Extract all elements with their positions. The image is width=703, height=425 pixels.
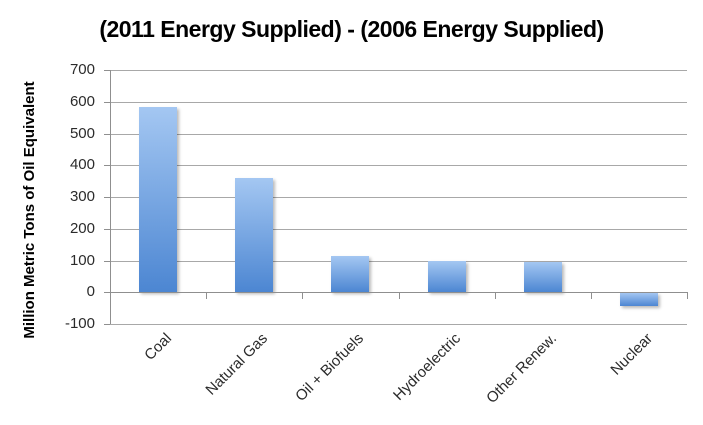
category-tick-mark bbox=[206, 292, 208, 300]
y-tick-mark bbox=[104, 292, 110, 294]
bar-hydroelectric bbox=[427, 260, 466, 293]
y-tick-label: 400 bbox=[69, 156, 95, 174]
bar-nuclear bbox=[619, 293, 658, 306]
y-tick-label: 300 bbox=[69, 188, 95, 205]
bar-natural-gas bbox=[235, 177, 274, 293]
category-tick-mark bbox=[110, 292, 111, 300]
gridline bbox=[110, 324, 687, 325]
gridline bbox=[110, 228, 687, 230]
y-tick-label: 100 bbox=[69, 251, 95, 269]
gridline bbox=[110, 133, 687, 135]
y-tick-mark bbox=[104, 324, 110, 325]
y-tick-mark bbox=[104, 197, 110, 198]
y-axis-line bbox=[110, 70, 111, 324]
y-tick-label: 200 bbox=[69, 219, 95, 237]
bar-other-renew bbox=[523, 262, 562, 293]
bar-oil-biofuels bbox=[331, 255, 370, 293]
y-tick-label: 600 bbox=[69, 92, 95, 110]
category-tick-mark bbox=[398, 292, 400, 300]
y-tick-label: 0 bbox=[86, 283, 95, 301]
x-axis-label-coal: Coal bbox=[141, 330, 176, 364]
bar-coal bbox=[139, 106, 178, 293]
gridline bbox=[110, 197, 687, 198]
gridline bbox=[110, 70, 687, 71]
y-tick-mark bbox=[104, 133, 110, 135]
category-tick-mark bbox=[687, 292, 688, 300]
chart-title: (2011 Energy Supplied) - (2006 Energy Su… bbox=[99, 16, 604, 42]
y-tick-mark bbox=[104, 165, 110, 167]
y-tick-label: -100 bbox=[64, 315, 95, 332]
category-tick-mark bbox=[494, 292, 496, 300]
y-tick-label: 500 bbox=[69, 124, 95, 142]
gridline bbox=[110, 165, 687, 167]
y-tick-mark bbox=[104, 228, 110, 230]
category-tick-mark bbox=[590, 292, 592, 300]
category-tick-mark bbox=[302, 292, 304, 300]
y-tick-mark bbox=[104, 260, 110, 262]
y-tick-label: 700 bbox=[69, 61, 95, 78]
y-tick-mark bbox=[104, 101, 110, 103]
y-tick-mark bbox=[104, 70, 110, 71]
gridline bbox=[110, 101, 687, 103]
gridline bbox=[110, 260, 687, 262]
